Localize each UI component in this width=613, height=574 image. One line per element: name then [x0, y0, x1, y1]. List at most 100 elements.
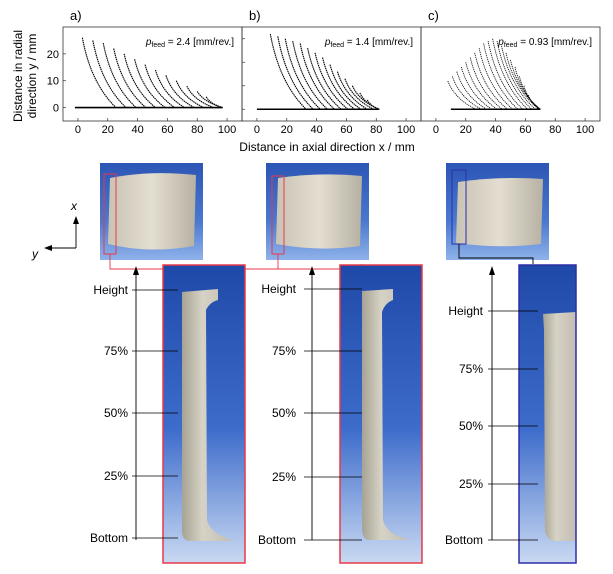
chart-b-xtick-label: 20: [281, 124, 293, 136]
chart-a-trajectory-5: [134, 59, 166, 109]
chart-a-trajectory-6: [144, 64, 176, 109]
y-axis-title: Distance in radial direction y / mm: [11, 30, 39, 122]
chart-b-annotation: pfeed = 1.4 [mm/rev.]: [324, 37, 413, 49]
photo-a-part: [108, 173, 196, 250]
height-label-a-1: 75%: [104, 344, 128, 358]
chart-c-xtick-label: 40: [489, 124, 501, 136]
chart-b-xtick-label: 100: [397, 124, 415, 136]
panel-label-c: c): [428, 8, 439, 23]
chart-a-xtick-label: 0: [75, 124, 81, 136]
chart-b-xtick-label: 80: [370, 124, 382, 136]
zoom-axis-c: [489, 266, 495, 540]
chart-a-trajectory-8: [165, 75, 195, 109]
height-label-b-0: Height: [261, 282, 296, 296]
chart-b-trajectory-13: [366, 99, 380, 110]
chart-c-marks: 0 20 40 60 80 100: [433, 38, 594, 136]
zoom-axis-a: [133, 266, 139, 540]
y-direction-label: y: [31, 247, 39, 261]
chart-b-xtick-label: 40: [310, 124, 322, 136]
chart-b-trajectory-6: [314, 52, 349, 110]
zoom-axis-a-arrowhead: [133, 266, 139, 275]
chart-b-marks: 0 20 40 60 80 100: [242, 33, 415, 136]
chart-b-trajectory-5: [307, 48, 342, 110]
chart-a-ytick-label: 0: [53, 103, 59, 115]
height-label-b-1: 75%: [272, 344, 296, 358]
height-label-a-3: 25%: [104, 469, 128, 483]
zoom-c-part: [543, 312, 576, 541]
zoom-b: [339, 264, 423, 564]
chart-b-trajectory-0: [269, 33, 307, 110]
chart-c-trajectory-4: [465, 62, 498, 110]
coordinate-indicator: x y: [31, 199, 79, 261]
zoom-axis-b: [309, 266, 315, 540]
chart-b-trajectory-10: [344, 78, 374, 110]
chart-a-marks: 0 20 40 60 80 100 0 10 20: [47, 37, 236, 136]
chart-c-trajectory-3: [460, 66, 493, 110]
chart-c-trajectory-6: [474, 52, 508, 110]
chart-b-trajectory-9: [336, 71, 368, 110]
x-arrow-head: [73, 216, 79, 224]
chart-a-xtick-label: 80: [191, 124, 203, 136]
chart-a-xtick-label: 20: [102, 124, 114, 136]
zoom-c: [518, 264, 577, 564]
chart-a-trajectory-1: [92, 40, 127, 108]
zoom-axis-c-arrowhead: [489, 266, 495, 275]
chart-c-trajectory-9: [487, 41, 524, 110]
photo-b-part: [276, 174, 362, 249]
chart-c-trajectory-2: [456, 71, 487, 110]
chart-a-trajectory-2: [102, 43, 137, 108]
y-arrow-head: [44, 245, 52, 251]
photo-a: [100, 163, 203, 260]
chart-c-trajectory-12: [501, 45, 536, 110]
chart-b-xtick-label: 60: [340, 124, 352, 136]
panel-label-a: a): [70, 8, 82, 23]
panel-label-b: b): [249, 8, 261, 23]
photo-c-part: [456, 178, 543, 247]
chart-c-trajectory-10: [492, 38, 528, 110]
connector-c: [458, 244, 534, 264]
chart-a-trajectory-11: [196, 91, 223, 109]
chart-c-trajectory-1: [451, 76, 482, 110]
chart-c-trajectory-11: [496, 41, 533, 110]
chart-c-trajectory-13: [505, 52, 540, 110]
chart-a-trajectory-10: [186, 85, 214, 109]
chart-b-xtick-label: 0: [254, 124, 260, 136]
height-label-c-1: 75%: [459, 362, 483, 376]
y-axis-title-line2: direction y / mm: [25, 34, 39, 119]
chart-b-trajectory-4: [299, 43, 335, 110]
height-labels: Height 75% 50% 25% Bottom Height 75% 50% 25% Bott…: [90, 282, 538, 547]
chart-c-trajectory-7: [478, 48, 513, 110]
height-label-a-4: Bottom: [90, 531, 128, 545]
chart-b-trajectory-3: [292, 40, 328, 110]
zoom-c-frame: [518, 264, 577, 564]
x-direction-label: x: [70, 199, 78, 213]
chart-c-xtick-label: 80: [549, 124, 561, 136]
chart-b-trajectory-7: [322, 57, 355, 110]
chart-a-ytick-label: 20: [47, 49, 59, 61]
y-axis-title-line1: Distance in radial: [11, 30, 25, 122]
chart-c-trajectory-15: [514, 66, 541, 110]
chart-b-trajectory-2: [284, 38, 321, 110]
chart-c-xtick-label: 60: [519, 124, 531, 136]
chart-a-trajectory-9: [175, 80, 205, 109]
chart-c-trajectory-5: [469, 57, 503, 110]
zoom-a-frame: [162, 264, 246, 564]
chart-c-frame: [420, 26, 601, 122]
height-label-a-2: 50%: [104, 406, 128, 420]
zoom-axis-b-arrowhead: [309, 266, 315, 275]
chart-b-trajectory-11: [351, 85, 380, 110]
chart-b-trajectory-8: [329, 64, 362, 110]
zoom-b-part: [362, 289, 410, 540]
chart-a-trajectory-12: [205, 96, 223, 109]
chart-c-trajectory-18: [528, 95, 541, 110]
chart-c-trajectory-8: [483, 43, 519, 110]
chart-a-trajectory-7: [154, 69, 185, 109]
chart-c-xtick-label: 20: [460, 124, 472, 136]
chart-a-xtick-label: 60: [161, 124, 173, 136]
photo-b: [266, 163, 369, 260]
x-axis-title: Distance in axial direction x / mm: [239, 140, 414, 154]
chart-c-trajectory-0: [447, 80, 477, 110]
height-label-b-4: Bottom: [258, 533, 296, 547]
chart-a-xtick-label: 40: [131, 124, 143, 136]
